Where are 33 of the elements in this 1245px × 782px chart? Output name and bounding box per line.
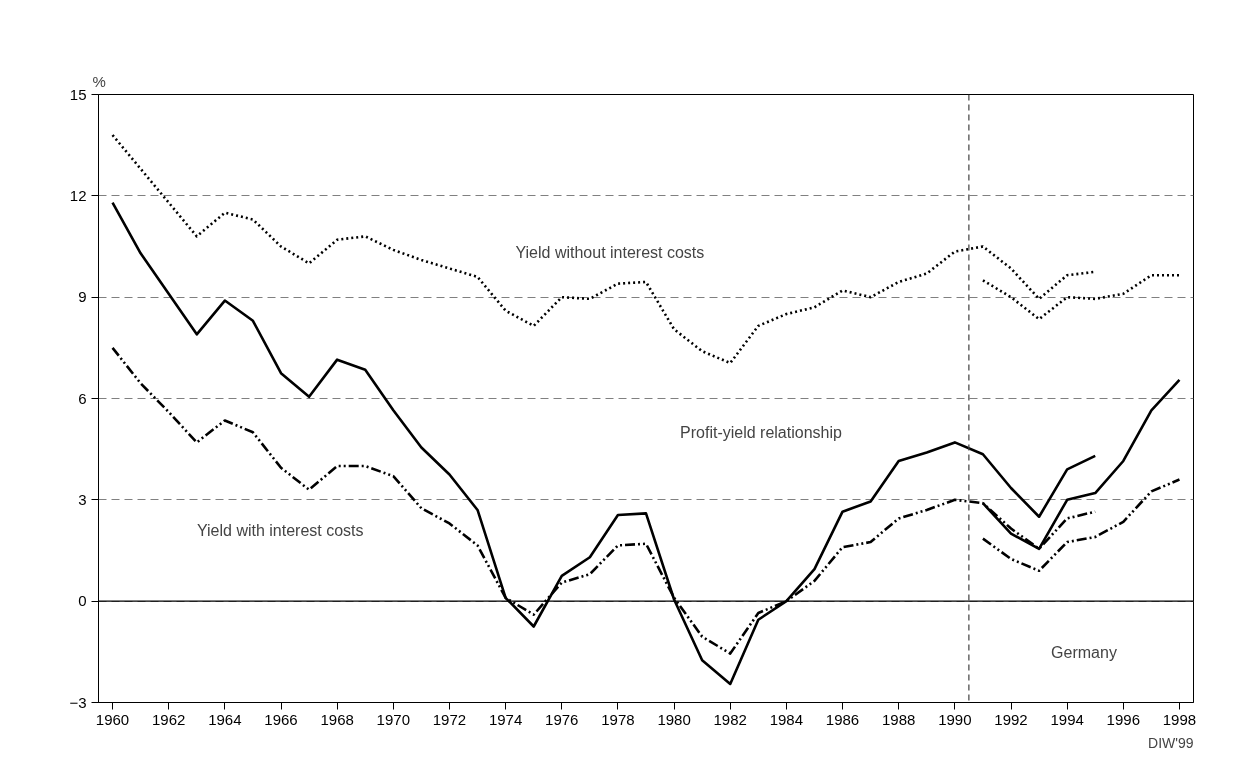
x-tick-label: 1988	[882, 710, 916, 728]
annotation: Germany	[1051, 643, 1117, 661]
x-tick-label: 1978	[601, 710, 635, 728]
annotation: Profit-yield relationship	[680, 424, 842, 442]
y-tick-label: 12	[69, 186, 87, 204]
x-tick-label: 1960	[95, 710, 130, 728]
x-tick-label: 1974	[488, 710, 523, 728]
x-tick-label: 1992	[994, 710, 1028, 728]
x-tick-label: 1994	[1050, 710, 1084, 728]
x-tick-label: 1964	[208, 710, 242, 728]
x-tick-label: 1962	[152, 710, 186, 728]
annotation: Yield with interest costs	[196, 521, 364, 539]
x-tick-label: 1996	[1106, 710, 1140, 728]
y-tick-label: 9	[78, 288, 87, 306]
annotation: Yield without interest costs	[515, 244, 705, 262]
x-tick-label: 1980	[657, 710, 691, 728]
y-tick-label: 15	[69, 85, 87, 103]
x-tick-label: 1972	[432, 710, 467, 728]
x-tick-label: 1966	[264, 710, 298, 728]
x-tick-label: 1976	[545, 710, 579, 728]
y-tick-label: 0	[78, 592, 87, 610]
y-axis-title: %	[92, 72, 106, 90]
x-tick-label: 1968	[320, 710, 354, 728]
x-tick-label: 1970	[376, 710, 410, 728]
x-tick-label: 1990	[938, 710, 972, 728]
y-tick-label: 3	[78, 490, 87, 508]
y-tick-label: 6	[78, 389, 87, 407]
x-tick-label: 1984	[769, 710, 804, 728]
text: DIW'99	[1148, 734, 1194, 751]
x-tick-label: 1998	[1162, 710, 1197, 728]
x-tick-label: 1982	[713, 710, 747, 728]
x-tick-label: 1986	[825, 710, 860, 728]
y-tick-label: −3	[69, 693, 87, 711]
